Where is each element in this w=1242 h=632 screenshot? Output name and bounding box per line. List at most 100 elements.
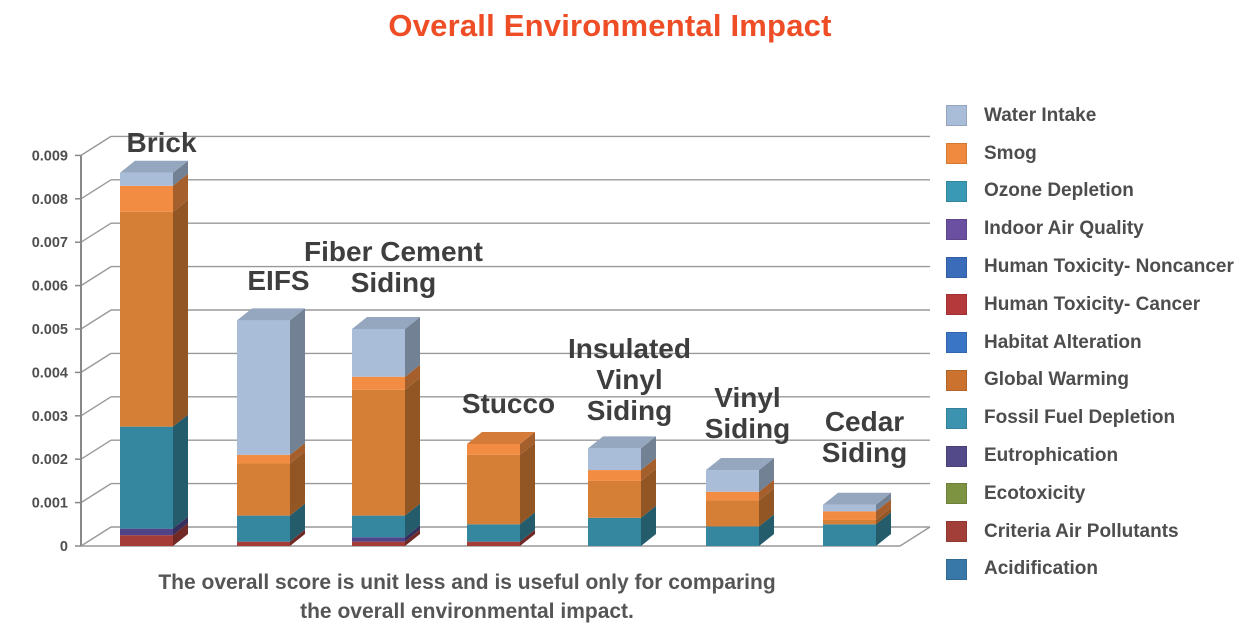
bar-segment-side: [173, 173, 188, 212]
bar-segment-side: [759, 458, 774, 492]
legend-item-ecotoxicity: Ecotoxicity: [946, 475, 1234, 513]
bar-segment-eifs-global-warming: [237, 463, 290, 516]
bar-segment-side: [641, 468, 656, 518]
legend-label: Indoor Air Quality: [984, 218, 1144, 240]
bar-label-vinyl-siding-line-1: Siding: [705, 413, 791, 444]
bar-segment-cedar-siding-global-warming: [823, 519, 876, 525]
legend-item-indoor-air-quality: Indoor Air Quality: [946, 210, 1234, 248]
y-axis-label-7: 0.007: [32, 235, 68, 251]
bar-label-insulated-vinyl-siding-line-1: Vinyl: [596, 364, 662, 395]
bar-segment-side: [173, 516, 188, 536]
legend-swatch-acidification: [946, 558, 967, 580]
wall-diagonal-3: [80, 396, 112, 417]
legend-label: Acidification: [984, 558, 1099, 580]
bar-segment-cedar-siding-water-intake: [823, 504, 876, 512]
bar-segment-eifs-smog: [237, 454, 290, 464]
bar-label-cedar-siding-line-0: Cedar: [825, 406, 904, 437]
y-axis-label-2: 0.002: [32, 452, 68, 468]
legend-item-global-warming: Global Warming: [946, 362, 1234, 400]
legend-label: Habitat Alteration: [984, 331, 1142, 353]
bar-label-eifs-line-0: EIFS: [247, 265, 309, 296]
legend-item-eutrophication: Eutrophication: [946, 437, 1234, 475]
bar-label-fiber-cement-siding-line-1: Siding: [351, 267, 437, 298]
legend-swatch-habitat-alteration: [946, 332, 967, 354]
legend-label: Fossil Fuel Depletion: [984, 407, 1176, 429]
y-axis-label-8: 0.008: [32, 192, 68, 208]
legend-item-ozone-depletion: Ozone Depletion: [946, 173, 1234, 211]
bar-segment-insulated-vinyl-siding-global-warming: [588, 480, 641, 518]
y-axis-label-1: 0.001: [32, 496, 68, 512]
legend-item-human-toxicity-noncancer: Human Toxicity- Noncancer: [946, 248, 1234, 286]
bar-top-face: [237, 308, 305, 321]
bar-top-face: [588, 436, 656, 449]
bar-top-face: [823, 492, 891, 505]
bar-segment-fiber-cement-siding-criteria-air-pollutants: [352, 541, 405, 546]
legend-label: Global Warming: [984, 369, 1129, 391]
wall-diagonal-8: [80, 179, 112, 200]
legend-swatch-smog: [946, 143, 967, 165]
legend-label: Ecotoxicity: [984, 482, 1086, 504]
legend-item-acidification: Acidification: [946, 551, 1234, 589]
floor-right-diagonal: [899, 526, 931, 547]
wall-diagonal-0: [80, 526, 112, 547]
bar-segment-vinyl-siding-fossil-fuel-depletion: [706, 526, 759, 546]
y-axis-label-6: 0.006: [32, 279, 68, 295]
bar-segment-side: [876, 492, 891, 512]
bar-label-insulated-vinyl-siding-line-0: Insulated: [568, 333, 691, 364]
bar-segment-side: [759, 488, 774, 527]
bar-segment-side: [876, 507, 891, 525]
bar-segment-vinyl-siding-global-warming: [706, 500, 759, 527]
bar-segment-stucco-global-warming: [467, 454, 520, 525]
y-axis-label-3: 0.003: [32, 409, 68, 425]
bar-segment-side: [290, 442, 305, 464]
bar-segment-brick-fossil-fuel-depletion: [120, 426, 173, 529]
bar-top-face: [706, 458, 774, 471]
bar-label-fiber-cement-siding-line-0: Fiber Cement: [304, 236, 483, 267]
legend-swatch-indoor-air-quality: [946, 218, 967, 240]
bar-segment-side: [405, 364, 420, 390]
chart-caption: The overall score is unit less and is us…: [0, 568, 934, 626]
legend-swatch-human-toxicity-noncancer: [946, 256, 967, 278]
bar-segment-fiber-cement-siding-fossil-fuel-depletion: [352, 515, 405, 538]
bar-segment-stucco-criteria-air-pollutants: [467, 541, 520, 546]
grid: [75, 135, 931, 547]
legend-label: Smog: [984, 142, 1037, 164]
bar-segment-side: [520, 512, 535, 542]
bar-segment-side: [290, 308, 305, 455]
y-axis-label-9: 0.009: [32, 148, 68, 164]
bar-segment-side: [405, 317, 420, 377]
bar-segment-vinyl-siding-water-intake: [706, 470, 759, 492]
bar-segment-eifs-fossil-fuel-depletion: [237, 515, 290, 542]
bar-segment-vinyl-siding-smog: [706, 491, 759, 501]
legend-swatch-global-warming: [946, 369, 967, 391]
bar-segment-brick-eutrophication: [120, 528, 173, 536]
bar-top-face: [467, 432, 535, 445]
y-axis-labels: 0 0.001 0.002 0.003 0.004 0.005 0.006 0.007 0.00…: [32, 148, 68, 555]
bar-segment-insulated-vinyl-siding-water-intake: [588, 448, 641, 471]
legend-label: Human Toxicity- Cancer: [984, 293, 1201, 315]
legend-swatch-criteria-air-pollutants: [946, 521, 967, 543]
wall-diagonal-1: [80, 483, 112, 504]
bar-stucco: Stucco: [462, 388, 555, 546]
wall-diagonal-4: [80, 352, 112, 373]
legend-label: Human Toxicity- Noncancer: [984, 256, 1234, 278]
legend-label: Eutrophication: [984, 445, 1119, 467]
legend-swatch-eutrophication: [946, 445, 967, 467]
bar-segment-side: [641, 505, 656, 546]
bar-segment-brick-global-warming: [120, 211, 173, 427]
bar-segment-side: [290, 503, 305, 542]
caption-line-2: the overall environmental impact.: [300, 600, 634, 623]
bar-segment-side: [405, 503, 420, 538]
bar-label-vinyl-siding-line-0: Vinyl: [714, 382, 780, 413]
bar-segment-side: [520, 432, 535, 455]
caption-line-1: The overall score is unit less and is us…: [158, 571, 776, 594]
bar-segment-side: [876, 512, 891, 546]
legend-label: Criteria Air Pollutants: [984, 520, 1179, 542]
wall-diagonal-6: [80, 266, 112, 287]
legend-swatch-ozone-depletion: [946, 180, 967, 202]
bar-segment-cedar-siding-smog: [823, 511, 876, 520]
wall-diagonal-2: [80, 439, 112, 460]
bar-segment-insulated-vinyl-siding-smog: [588, 470, 641, 481]
